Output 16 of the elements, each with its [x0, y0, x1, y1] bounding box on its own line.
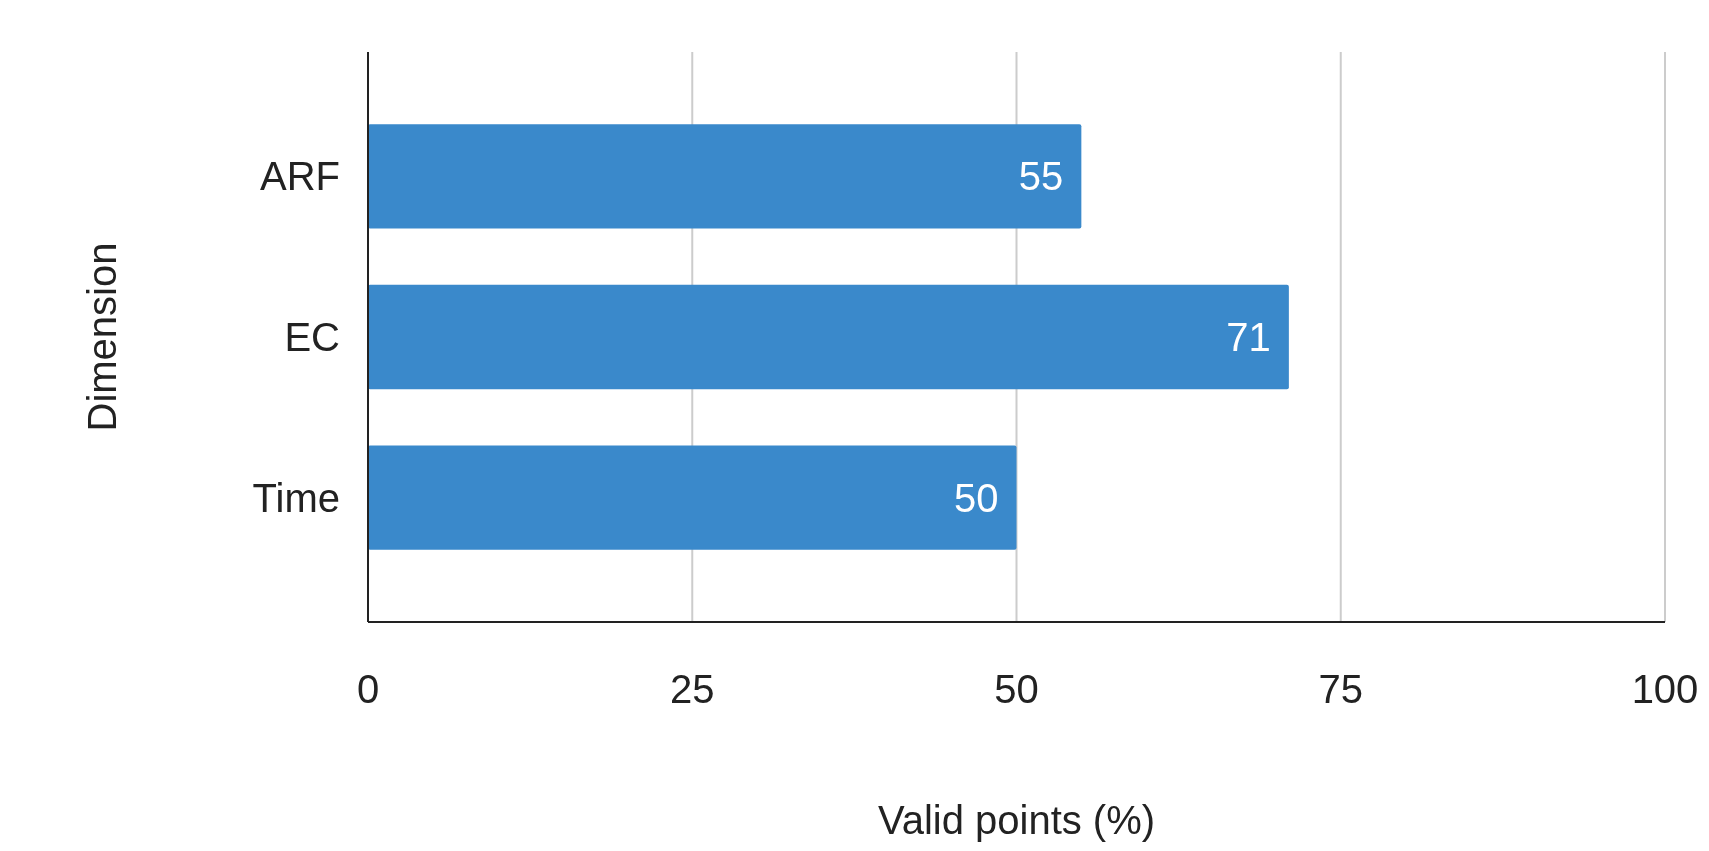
x-tick-label: 75	[1318, 667, 1363, 711]
data-label: 55	[1018, 154, 1064, 199]
bar	[368, 284, 1289, 390]
y-tick-label: EC	[284, 315, 340, 359]
y-axis-title: Dimension	[80, 242, 124, 432]
data-label: 71	[1226, 315, 1271, 359]
x-tick-label: 50	[994, 667, 1039, 711]
x-tick-label: 0	[356, 667, 380, 711]
x-axis-title: Valid points (%)	[877, 798, 1156, 842]
y-tick-label: Time	[252, 475, 340, 520]
bar	[368, 124, 1082, 229]
y-tick-label: ARF	[260, 154, 340, 199]
data-label: 50	[954, 475, 999, 520]
bar	[368, 445, 1017, 550]
x-tick-label: 25	[670, 667, 715, 711]
x-tick-label: 100	[1631, 667, 1699, 711]
